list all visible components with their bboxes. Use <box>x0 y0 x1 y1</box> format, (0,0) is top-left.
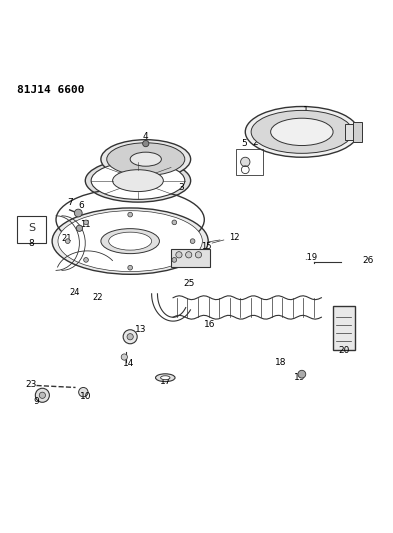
Bar <box>333 305 354 350</box>
Text: 24: 24 <box>70 288 80 297</box>
Circle shape <box>190 239 195 244</box>
Text: 8: 8 <box>29 239 34 248</box>
Text: 17: 17 <box>160 377 171 386</box>
Circle shape <box>172 220 176 225</box>
Text: 1: 1 <box>303 106 309 115</box>
Circle shape <box>123 330 137 344</box>
Ellipse shape <box>113 169 163 191</box>
Circle shape <box>74 209 82 217</box>
Ellipse shape <box>271 118 333 146</box>
Text: 12: 12 <box>230 233 240 242</box>
Ellipse shape <box>91 162 185 199</box>
Circle shape <box>128 265 132 270</box>
Circle shape <box>128 212 132 217</box>
Ellipse shape <box>85 159 191 202</box>
Circle shape <box>185 252 192 258</box>
Text: 18: 18 <box>275 358 286 367</box>
Ellipse shape <box>101 140 191 179</box>
Text: 9: 9 <box>34 397 39 406</box>
Text: 6: 6 <box>79 200 84 209</box>
Text: 16: 16 <box>204 320 216 329</box>
Text: 10: 10 <box>79 392 91 401</box>
Bar <box>235 149 263 175</box>
Text: 2: 2 <box>252 138 258 147</box>
Text: 14: 14 <box>123 359 134 368</box>
Circle shape <box>121 354 127 360</box>
Circle shape <box>172 257 176 262</box>
Bar <box>345 124 360 140</box>
Circle shape <box>241 157 250 167</box>
Ellipse shape <box>130 152 162 166</box>
Bar <box>17 216 46 243</box>
Text: 22: 22 <box>92 294 103 302</box>
Circle shape <box>143 141 149 147</box>
Ellipse shape <box>251 110 353 154</box>
Ellipse shape <box>52 208 208 274</box>
Text: .19: .19 <box>304 253 318 262</box>
Circle shape <box>176 252 182 258</box>
Circle shape <box>84 220 88 225</box>
Text: 7: 7 <box>67 198 73 207</box>
Text: 15: 15 <box>201 242 211 251</box>
Text: 25: 25 <box>183 279 195 288</box>
Text: 21: 21 <box>61 234 72 243</box>
Circle shape <box>79 387 88 397</box>
Circle shape <box>298 370 306 378</box>
Text: 20: 20 <box>338 346 350 355</box>
Text: 23: 23 <box>25 381 36 390</box>
Bar <box>353 122 362 142</box>
Text: 13: 13 <box>135 325 147 334</box>
Circle shape <box>195 252 202 258</box>
Text: S: S <box>28 223 35 233</box>
Ellipse shape <box>245 107 358 157</box>
Text: 81J14 6600: 81J14 6600 <box>17 85 84 95</box>
Ellipse shape <box>161 376 170 379</box>
Circle shape <box>39 392 46 398</box>
Circle shape <box>65 239 70 244</box>
Circle shape <box>76 225 83 231</box>
Text: 19: 19 <box>294 373 306 382</box>
Ellipse shape <box>156 374 175 382</box>
Ellipse shape <box>107 143 185 175</box>
Text: 26: 26 <box>362 256 374 265</box>
Circle shape <box>35 388 50 402</box>
Ellipse shape <box>101 229 160 254</box>
Text: 5: 5 <box>242 139 247 148</box>
Ellipse shape <box>58 211 202 272</box>
Bar <box>171 249 210 266</box>
Text: 11: 11 <box>80 220 90 229</box>
Circle shape <box>127 334 133 340</box>
Circle shape <box>84 257 88 262</box>
Text: 4: 4 <box>143 132 149 141</box>
Ellipse shape <box>109 232 152 250</box>
Text: 3: 3 <box>178 183 184 192</box>
